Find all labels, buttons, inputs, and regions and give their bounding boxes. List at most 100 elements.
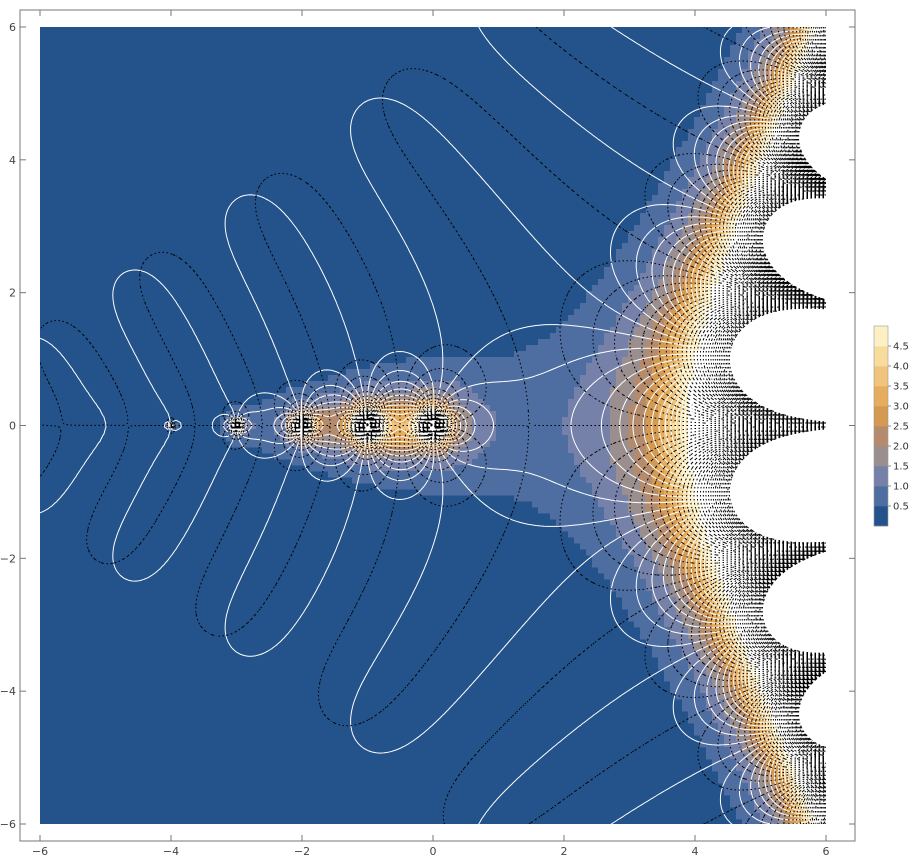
- field-cell: [490, 357, 497, 364]
- field-cell: [472, 393, 479, 400]
- field-cell: [250, 429, 257, 436]
- field-cell: [508, 429, 515, 436]
- field-cell: [658, 225, 665, 232]
- field-cell: [556, 351, 563, 358]
- field-cell: [682, 165, 689, 172]
- field-cell: [616, 249, 623, 256]
- field-cell: [814, 261, 821, 268]
- field-cell: [550, 351, 557, 358]
- field-cell: [640, 267, 647, 274]
- field-cell: [772, 387, 779, 394]
- field-cell: [550, 381, 557, 388]
- field-cell: [628, 399, 635, 406]
- field-cell: [556, 333, 563, 340]
- field-cell: [814, 327, 821, 334]
- field-cell: [544, 429, 551, 436]
- field-cell: [676, 201, 683, 208]
- field-cell: [604, 279, 611, 286]
- field-cell: [820, 399, 827, 406]
- field-cell: [796, 279, 803, 286]
- field-cell: [250, 405, 257, 412]
- field-cell: [526, 405, 533, 412]
- field-cell: [808, 369, 815, 376]
- field-cell: [820, 333, 827, 340]
- field-cell: [790, 309, 797, 316]
- field-cell: [670, 309, 677, 316]
- field-cell: [658, 339, 665, 346]
- field-cell: [802, 411, 809, 418]
- field-cell: [808, 255, 815, 262]
- field-cell: [520, 357, 527, 364]
- field-cell: [520, 399, 527, 406]
- field-cell: [538, 423, 545, 430]
- field-cell: [730, 99, 737, 106]
- field-cell: [538, 393, 545, 400]
- field-cell: [628, 351, 635, 358]
- field-cell: [592, 369, 599, 376]
- field-cell: [814, 345, 821, 352]
- field-cell: [646, 291, 653, 298]
- field-cell: [610, 339, 617, 346]
- field-cell: [496, 369, 503, 376]
- field-cell: [820, 435, 827, 442]
- field-cell: [556, 405, 563, 412]
- field-cell: [802, 267, 809, 274]
- field-cell: [646, 321, 653, 328]
- field-cell: [778, 327, 785, 334]
- field-cell: [724, 63, 731, 70]
- field-cell: [556, 387, 563, 394]
- field-cell: [790, 375, 797, 382]
- field-cell: [364, 369, 371, 376]
- field-cell: [790, 207, 797, 214]
- field-cell: [328, 393, 335, 400]
- field-cell: [796, 441, 803, 448]
- field-cell: [568, 381, 575, 388]
- field-cell: [574, 351, 581, 358]
- field-cell: [694, 177, 701, 184]
- field-cell: [772, 333, 779, 340]
- field-cell: [808, 273, 815, 280]
- field-cell: [586, 369, 593, 376]
- field-cell: [634, 231, 641, 238]
- field-cell: [580, 339, 587, 346]
- field-cell: [454, 381, 461, 388]
- field-cell: [808, 261, 815, 268]
- field-cell: [670, 171, 677, 178]
- field-cell: [628, 405, 635, 412]
- field-cell: [598, 357, 605, 364]
- field-cell: [610, 411, 617, 418]
- field-cell: [664, 225, 671, 232]
- field-cell: [688, 165, 695, 172]
- field-cell: [478, 417, 485, 424]
- field-cell: [586, 375, 593, 382]
- field-cell: [538, 351, 545, 358]
- field-cell: [814, 219, 821, 226]
- field-cell: [628, 423, 635, 430]
- field-cell: [784, 255, 791, 262]
- field-cell: [628, 327, 635, 334]
- field-cell: [664, 387, 671, 394]
- field-cell: [622, 351, 629, 358]
- field-cell: [616, 447, 623, 454]
- field-cell: [508, 441, 515, 448]
- field-cell: [808, 411, 815, 418]
- field-cell: [814, 399, 821, 406]
- field-cell: [586, 381, 593, 388]
- field-cell: [412, 369, 419, 376]
- field-cell: [322, 417, 329, 424]
- field-cell: [610, 357, 617, 364]
- field-cell: [616, 333, 623, 340]
- field-cell: [526, 447, 533, 454]
- field-cell: [628, 441, 635, 448]
- field-cell: [766, 327, 773, 334]
- field-cell: [796, 273, 803, 280]
- field-cell: [538, 447, 545, 454]
- field-cell: [808, 333, 815, 340]
- field-cell: [688, 171, 695, 178]
- field-cell: [580, 435, 587, 442]
- field-cell: [796, 315, 803, 322]
- field-cell: [790, 393, 797, 400]
- field-cell: [502, 393, 509, 400]
- field-cell: [562, 393, 569, 400]
- field-cell: [784, 327, 791, 334]
